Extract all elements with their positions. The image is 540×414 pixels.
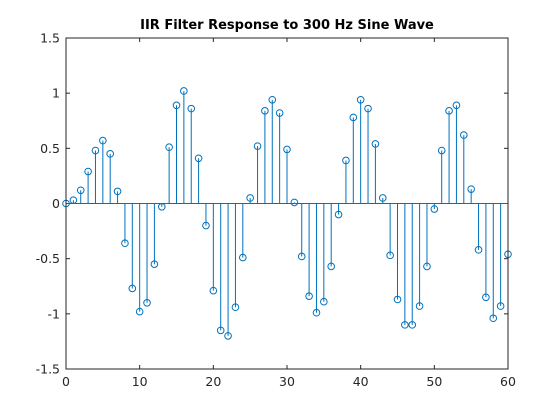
x-tick-label: 0 [62,374,70,389]
x-tick-label: 10 [132,374,148,389]
y-tick-label: -0.5 [36,251,60,266]
x-tick-label: 50 [426,374,442,389]
y-tick-label: -1.5 [36,362,60,377]
x-tick-label: 30 [279,374,295,389]
x-tick-label: 60 [500,374,516,389]
y-tick-label: 1.5 [40,31,60,46]
y-tick-label: -1 [48,306,60,321]
y-tick-label: 0 [52,196,60,211]
y-tick-label: 0.5 [40,141,60,156]
y-tick-label: 1 [52,86,60,101]
x-tick-label: 20 [205,374,221,389]
x-tick-label: 40 [353,374,369,389]
chart-title: IIR Filter Response to 300 Hz Sine Wave [140,18,434,33]
